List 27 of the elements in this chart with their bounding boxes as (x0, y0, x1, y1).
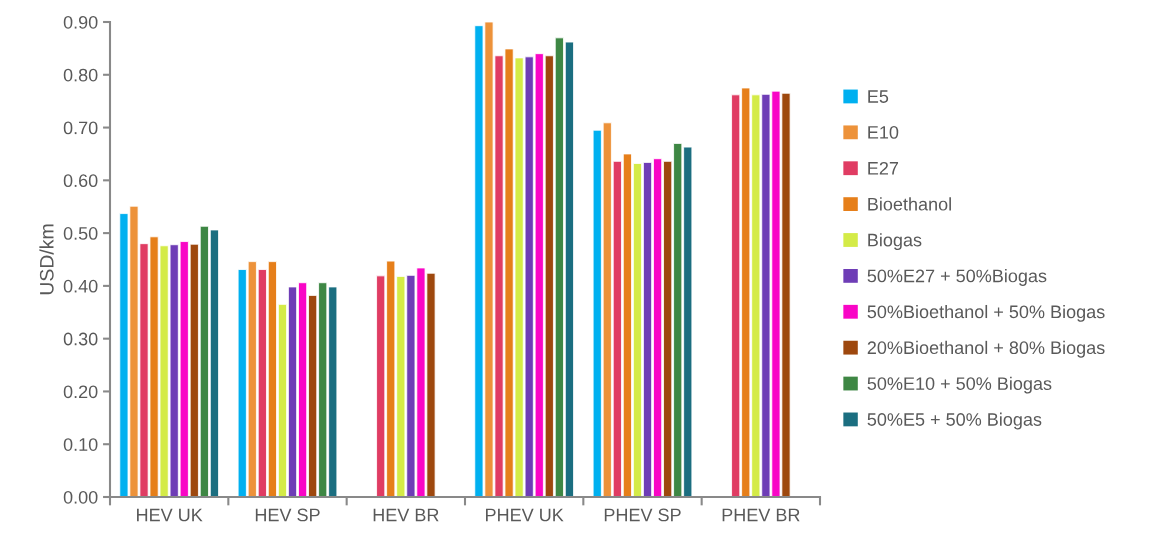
legend-label: 50%E10 + 50% Biogas (867, 376, 1052, 394)
y-tick-label: 0.80 (63, 68, 98, 82)
x-tick-label: PHEV UK (486, 508, 564, 522)
y-axis-title: USD/km (39, 224, 54, 295)
y-tick-label: 0.20 (63, 385, 98, 399)
y-tick-label: 0.50 (63, 227, 98, 240)
y-tick-label: 0.60 (63, 174, 98, 188)
y-tick-label: 0.10 (63, 438, 98, 451)
x-tick-label: PHEV SP (604, 508, 681, 522)
y-tick-label: 0.00 (63, 490, 98, 504)
x-tick-label: HEV SP (255, 508, 320, 522)
x-tick-label: PHEV BR (722, 508, 800, 522)
y-tick-label: 0.70 (63, 121, 98, 135)
legend-label: 50%E5 + 50% Biogas (867, 412, 1042, 430)
legend-label: Bioethanol (868, 197, 951, 211)
legend-label: 20%Bioethanol + 80% Biogas (867, 340, 1105, 358)
y-tick-label: 0.40 (63, 279, 98, 293)
legend-label: 50%E27 + 50%Biogas (867, 269, 1047, 286)
legend-label: E27 (868, 161, 899, 175)
y-tick-label: 0.30 (63, 332, 98, 346)
x-tick-label: HEV BR (373, 508, 439, 522)
y-tick-label: 0.90 (63, 15, 98, 29)
legend-label: 50%Bioethanol + 50% Biogas (867, 304, 1105, 322)
x-tick-label: HEV UK (137, 508, 203, 522)
legend-label: E5 (868, 90, 889, 103)
legend-label: E10 (868, 126, 899, 139)
legend-label: Biogas (868, 233, 922, 251)
